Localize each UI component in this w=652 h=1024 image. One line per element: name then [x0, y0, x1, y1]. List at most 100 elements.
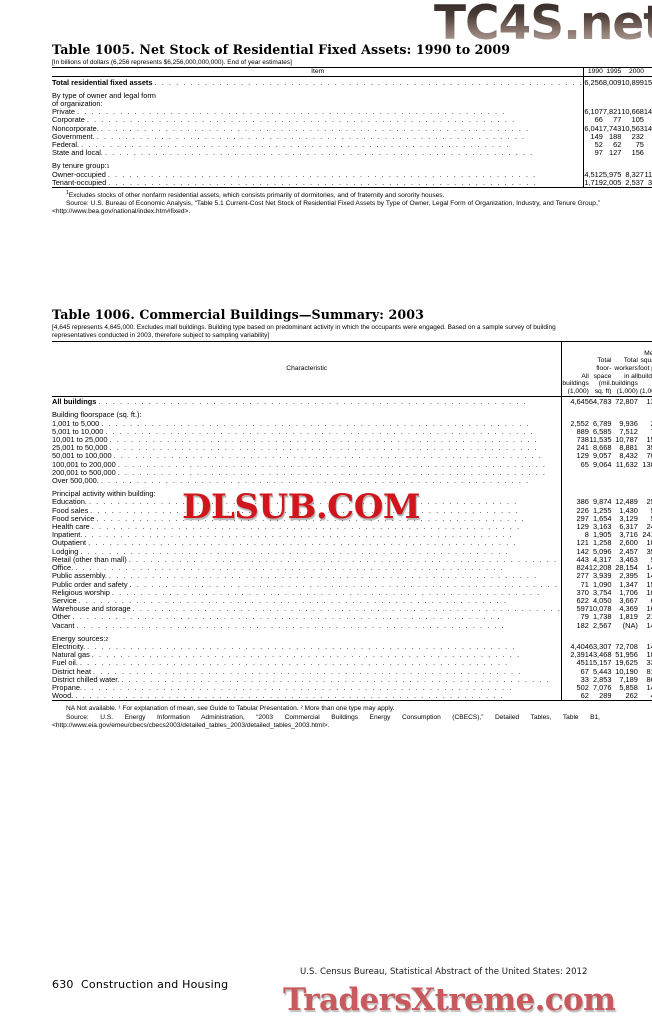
cell: 10,668: [621, 107, 644, 117]
column-header-line: (1,000): [616, 388, 638, 396]
cell: 241.4: [642, 530, 652, 540]
row-label: Wood.: [52, 692, 74, 701]
cell: 2,552: [561, 419, 589, 428]
cell: 79: [561, 613, 589, 622]
row-label: Public order and safety: [52, 580, 128, 589]
table-row: Natural gas. . . . . . . . . . . . . . .…: [52, 650, 652, 660]
cell: 4,317: [592, 554, 612, 564]
column-header-line: Total: [623, 357, 638, 365]
table-row: Vacant. . . . . . . . . . . . . . . . . …: [52, 621, 652, 630]
leader-dots: . . . . . . . . . . . . . . . . . . . . …: [109, 436, 539, 445]
table-row: Warehouse and storage. . . . . . . . . .…: [52, 604, 652, 614]
cell: 1,738: [592, 612, 612, 622]
row-label: Tenant-occupied: [52, 178, 107, 187]
row-label: Retail (other than mall): [52, 555, 127, 564]
table-row: Health care. . . . . . . . . . . . . . .…: [52, 522, 652, 532]
row-label: Corporate: [52, 116, 85, 125]
leader-dots: . . . . . . . . . . . . . . . . . . . . …: [113, 452, 543, 461]
cell: 5,096: [592, 546, 612, 556]
table-row: Over 500,000.. . . . . . . . . . . . . .…: [52, 477, 652, 486]
cell: 138.8: [642, 459, 652, 469]
cell: [638, 406, 652, 419]
row-label: By tenure group:: [52, 161, 107, 171]
cell: 5.6: [638, 514, 652, 523]
cell: 3,667: [619, 595, 638, 605]
cell: [589, 630, 612, 643]
cell: 14,825: [643, 107, 652, 117]
cell: [611, 477, 637, 485]
column-header-line: Total: [597, 357, 612, 365]
table-row: Building floorspace (sq. ft.):: [52, 406, 652, 420]
cell: 25.6: [646, 497, 652, 507]
cell: 3,129: [619, 513, 638, 523]
leader-dots: . . . . . . . . . . . . . . . . . . . . …: [93, 667, 522, 676]
row-label: Principal activity within building:: [52, 489, 156, 499]
cell: 13.9: [646, 397, 652, 407]
leader-dots: . . . . . . . . . . . . . . . . . . . . …: [80, 547, 510, 556]
row-label: District heat: [52, 667, 92, 676]
cell: 72,807: [615, 397, 638, 407]
cell: [638, 630, 652, 643]
table-row: District chilled water.. . . . . . . . .…: [52, 675, 652, 684]
cell: 738: [561, 435, 589, 445]
table-1005-footnote-text: Excludes stocks of other nonfarm residen…: [68, 192, 445, 200]
leader-dots: . . . . . . . . . . . . . . . . . . . . …: [96, 514, 526, 523]
leader-dots: . . . . . . . . . . . . . . . . . . . . …: [117, 468, 547, 477]
cell: 386: [561, 498, 589, 507]
cell: 1,719: [583, 177, 603, 188]
cell: 5,975: [602, 169, 622, 179]
row-label: District chilled water.: [52, 675, 120, 684]
table-row: Corporate. . . . . . . . . . . . . . . .…: [52, 116, 652, 125]
leader-dots: . . . . . . . . . . . . . . . . . . . . …: [90, 506, 519, 515]
cell: 15.5: [646, 579, 652, 589]
table-row: Federal.. . . . . . . . . . . . . . . . …: [52, 140, 652, 150]
cell: 370: [561, 588, 589, 597]
page-section: Construction and Housing: [81, 978, 229, 991]
leader-dots: . . . . . . . . . . . . . . . . . . . . …: [104, 149, 534, 158]
cell: [589, 477, 612, 485]
cell: [589, 469, 612, 477]
leader-dots: . . . . . . . . . . . . . . . . . . . . …: [91, 651, 521, 660]
cell: 9,057: [592, 451, 612, 461]
leader-dots: . . . . . . . . . . . . . . . . . . . . …: [121, 675, 551, 684]
cell: 297: [561, 514, 589, 524]
leader-dots: . . . . . . . . . . . . . . . . . . . . …: [75, 564, 505, 573]
cell: 289: [599, 691, 612, 701]
cell: [561, 468, 589, 478]
cell: 188: [608, 131, 622, 141]
cell: [583, 86, 603, 101]
cell: 2,395: [619, 571, 638, 581]
leader-dots: . . . . . . . . . . . . . . . . . . . . …: [108, 178, 538, 187]
cell: 6.5: [638, 596, 652, 605]
cell: 12,489: [615, 497, 638, 507]
cell: 8: [561, 531, 589, 540]
cell: 4,050: [592, 595, 612, 605]
leader-dots: . . . . . . . . . . . . . . . . . . . . …: [77, 108, 506, 117]
cell: 10,078: [588, 604, 612, 614]
leader-dots: . . . . . . . . . . . . . . . . . . . . …: [84, 683, 513, 692]
cell: 129: [561, 452, 589, 461]
cell: [611, 469, 637, 477]
cell: 71: [561, 580, 589, 589]
cell: 6,789: [592, 418, 612, 428]
cell: 127: [608, 148, 622, 158]
cell: [561, 477, 589, 486]
cell: [611, 406, 637, 419]
table-row: Noncorporate.. . . . . . . . . . . . . .…: [52, 124, 652, 133]
cell: [644, 87, 652, 100]
cell: 75: [635, 140, 644, 150]
column-header-line: floor-: [596, 364, 612, 372]
cell: 35.8: [646, 546, 652, 556]
cell: 8,327: [625, 169, 644, 179]
cell: 149: [583, 132, 603, 142]
leader-dots: . . . . . . . . . . . . . . . . . . . . …: [76, 621, 506, 630]
cell: 1,430: [619, 505, 638, 515]
cell: 24.6: [646, 522, 652, 532]
cell: [638, 477, 652, 485]
row-label: Natural gas: [52, 651, 90, 660]
table-1005-headnote: [In billions of dollars (6,256 represent…: [52, 59, 292, 66]
cell: 11,535: [589, 435, 612, 445]
table-row: Private. . . . . . . . . . . . . . . . .…: [52, 107, 652, 117]
cell: 21.9: [646, 612, 652, 622]
